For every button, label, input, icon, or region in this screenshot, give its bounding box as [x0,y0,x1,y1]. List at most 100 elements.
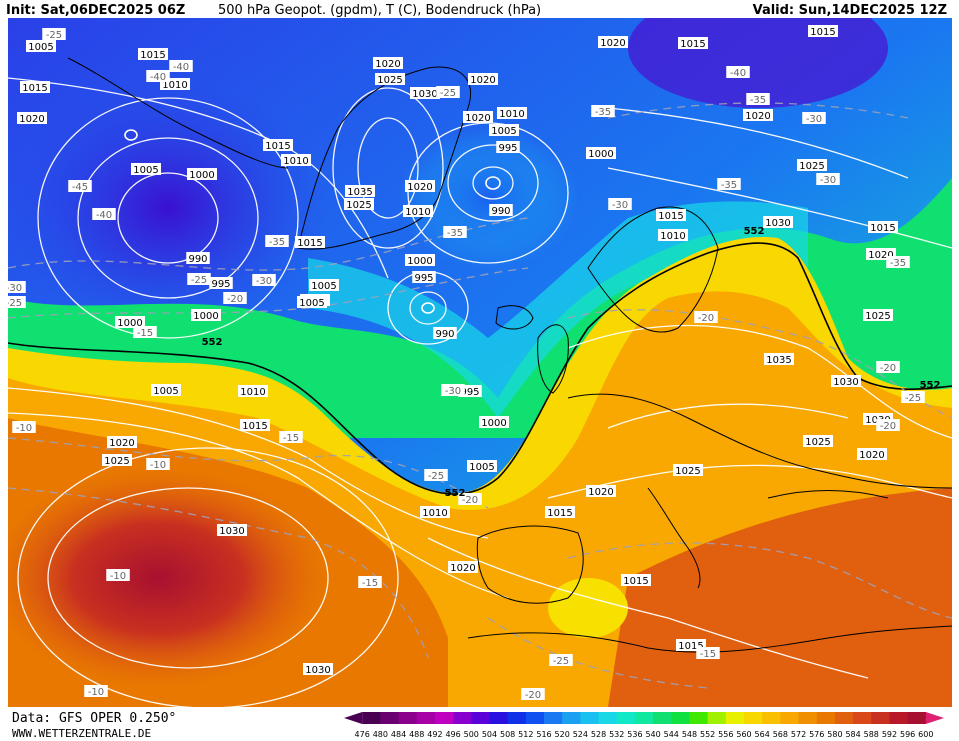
isobar-label: 1010 [422,508,447,519]
isobar-label-bg [191,309,221,321]
isobar-label-bg [545,506,575,518]
isobar-label: 1000 [588,149,613,160]
greenland-coast [297,66,472,250]
isotherm-label: -35 [269,237,285,248]
isobar-label: 990 [491,206,510,217]
isobar-label-bg [344,198,374,210]
isobar-label: 990 [188,254,207,265]
isotherm-label: -25 [46,30,62,41]
isobar-label: 1025 [104,456,129,467]
isobar-label: 1015 [242,421,267,432]
colorscale-swatch [416,712,436,724]
colorscale-label: 532 [609,730,624,739]
isotherm-label-bg [802,112,826,124]
colorscale-swatch [580,712,600,724]
geopot-label: 552 [920,380,941,391]
isotherm-label-bg [265,235,289,247]
isobar-label: 1020 [745,111,770,122]
isotherm-label-bg [92,208,116,220]
isobar-label-bg [303,663,333,675]
isobar-label: 1015 [297,238,322,249]
colorscale-swatch [798,712,818,724]
isobar-label: 1020 [375,59,400,70]
colorscale-label: 580 [827,730,842,739]
colorscale-label: 500 [464,730,479,739]
isobar-label-bg [26,40,56,52]
isotherm-label: -35 [890,258,906,269]
colorscale-label: 596 [900,730,915,739]
isotherm-label: -20 [698,313,714,324]
isobar-label-bg [20,81,50,93]
isotherm-label-bg [458,493,482,505]
isobar-label-bg [678,37,708,49]
colorscale-swatch [616,712,636,724]
isobar-label-bg [433,327,457,339]
colorscale-label: 584 [845,730,860,739]
isobar-label: 990 [435,329,454,340]
geopot-label: 552 [202,337,223,348]
data-source: Data: GFS OPER 0.250° [12,711,177,726]
isotherm-label: -30 [612,200,628,211]
colorscale-swatch [507,712,527,724]
colorscale-swatch [562,712,581,724]
isotherm-label: -40 [173,62,189,73]
colorscale-swatch [744,712,763,724]
isobar-label-bg [621,574,651,586]
colorscale-swatch [380,712,400,724]
isobar-label: 1005 [491,126,516,137]
isotherm-label-bg [694,311,718,323]
isobar-label-bg [743,109,773,121]
isobar-label: 995 [414,273,433,284]
colorscale-label: 560 [736,730,751,739]
isobar-label: 1025 [805,437,830,448]
isotherm-label-bg [549,654,573,666]
isotherm-label-bg [441,384,465,396]
isotherm-label-bg [8,281,26,293]
canada-coast [67,57,289,169]
colorscale-label: 592 [882,730,897,739]
isobar-label-bg [863,309,893,321]
isobar-label-bg [797,159,827,171]
isobar-label-bg [238,385,268,397]
isotherm-label: -30 [256,276,272,287]
isobar-label-bg [345,185,375,197]
isobar-label-bg [17,112,47,124]
colorscale-swatch [362,712,381,724]
isotherm-label-bg [133,326,157,338]
isobar-label-bg [209,277,233,289]
isobar-label-bg [115,316,145,328]
isobar-label: 1030 [833,377,858,388]
isobar-label: 1030 [765,218,790,229]
isotherm-label: -25 [191,275,207,286]
isobar-label-bg [420,506,450,518]
isotherm-label-bg [726,66,750,78]
isotherm-label: -20 [462,495,478,506]
isobar-label: 1000 [193,311,218,322]
isobar-label: 1000 [117,318,142,329]
isobar-label: 1025 [346,200,371,211]
isobar-label-bg [217,524,247,536]
iceland-coast [495,305,534,330]
isobar-label-bg [497,107,527,119]
isobar-label-bg [467,460,497,472]
isotherm-label-bg [187,273,211,285]
isotherm-label: -25 [905,393,921,404]
isobar-label-bg [131,163,161,175]
isobar-label: 1015 [140,50,165,61]
isobar-label: 1020 [868,250,893,261]
weather-map: 1005101510101020100510009909951000100510… [8,18,952,707]
isobar-label-bg [448,561,478,573]
geopotential-label-layer: 552 552 552 552 [202,226,941,499]
isobar-label-bg [263,139,293,151]
colorscale-left-arrow [344,712,363,724]
colorscale-swatch [671,712,690,724]
colorscale-right-arrow [925,712,944,724]
iberia-coast [476,525,584,604]
isotherm-label-bg [42,28,66,40]
colorscale-swatch [398,712,418,724]
colorscale-swatch [762,712,781,724]
isotherm-label: -30 [445,386,461,397]
isotherm-label-bg [886,256,910,268]
colorscale-swatch [707,712,727,724]
colorscale-swatch [816,712,836,724]
